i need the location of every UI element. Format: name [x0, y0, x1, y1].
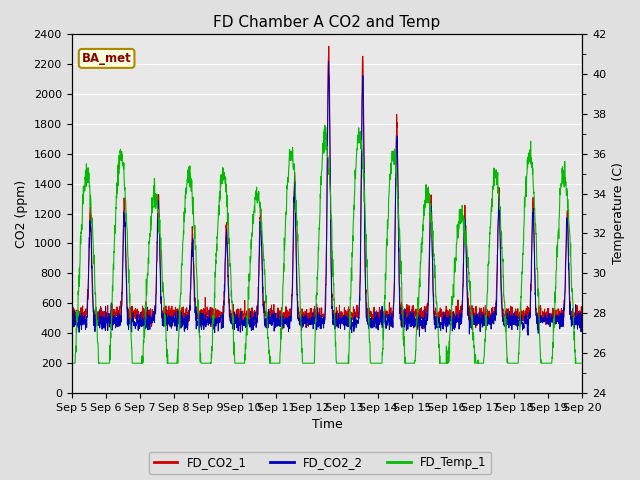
Legend: FD_CO2_1, FD_CO2_2, FD_Temp_1: FD_CO2_1, FD_CO2_2, FD_Temp_1 — [149, 452, 491, 474]
FD_Temp_1 — [321, 122, 328, 128]
FD_CO2_2 — [68, 320, 76, 326]
Title: FD Chamber A CO2 and Temp: FD Chamber A CO2 and Temp — [213, 15, 440, 30]
FD_CO2_2 — [210, 319, 218, 325]
Line: FD_Temp_1: FD_Temp_1 — [72, 125, 582, 363]
FD_CO2_2 — [415, 333, 423, 339]
FD_CO2_1 — [548, 311, 556, 317]
Y-axis label: CO2 (ppm): CO2 (ppm) — [15, 180, 28, 248]
FD_Temp_1 — [353, 149, 360, 155]
Line: FD_CO2_1: FD_CO2_1 — [72, 46, 582, 329]
FD_CO2_2 — [534, 312, 541, 318]
FD_CO2_2 — [476, 309, 483, 315]
FD_CO2_1 — [476, 314, 483, 320]
Y-axis label: Temperature (C): Temperature (C) — [612, 163, 625, 264]
FD_CO2_2 — [342, 314, 349, 320]
FD_CO2_2 — [324, 59, 332, 64]
FD_Temp_1 — [210, 315, 218, 321]
FD_CO2_2 — [548, 319, 556, 324]
FD_CO2_1 — [210, 317, 218, 323]
FD_CO2_2 — [353, 319, 360, 325]
FD_CO2_1 — [325, 43, 333, 49]
FD_Temp_1 — [579, 360, 586, 366]
FD_Temp_1 — [342, 360, 349, 366]
FD_Temp_1 — [476, 360, 483, 366]
FD_CO2_1 — [414, 326, 422, 332]
FD_CO2_2 — [579, 319, 586, 325]
FD_Temp_1 — [548, 360, 556, 366]
FD_CO2_1 — [342, 307, 349, 313]
FD_Temp_1 — [534, 268, 541, 274]
FD_CO2_1 — [68, 305, 76, 311]
X-axis label: Time: Time — [312, 419, 342, 432]
Text: BA_met: BA_met — [82, 52, 131, 65]
FD_Temp_1 — [68, 360, 76, 366]
FD_CO2_1 — [534, 315, 541, 321]
Line: FD_CO2_2: FD_CO2_2 — [72, 61, 582, 336]
FD_CO2_1 — [353, 307, 360, 313]
FD_CO2_1 — [579, 312, 586, 318]
